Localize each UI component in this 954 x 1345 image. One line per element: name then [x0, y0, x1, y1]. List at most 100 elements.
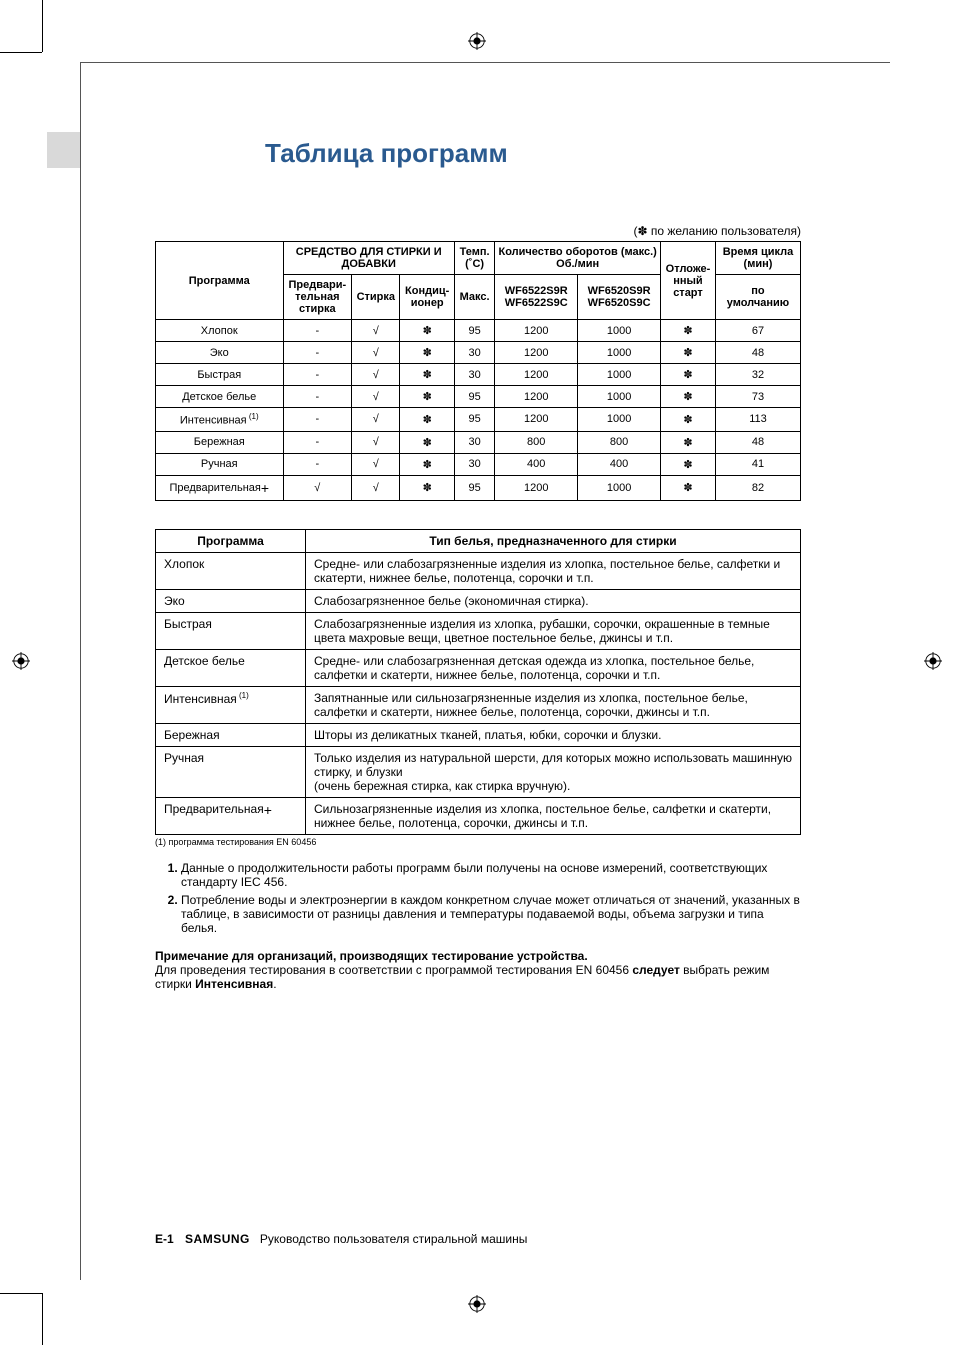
tester-note-heading: Примечание для организаций, производящих…	[155, 949, 588, 963]
cell-program-name: Ручная	[156, 746, 306, 797]
cell-prewash: -	[283, 364, 352, 386]
cell-wash: √	[352, 320, 400, 342]
cell-cycle: 48	[715, 342, 800, 364]
cell-cycle: 67	[715, 320, 800, 342]
cell-wash: √	[352, 386, 400, 408]
cell-cycle: 82	[715, 475, 800, 500]
cell-program-name: Предварительная+	[156, 797, 306, 834]
cell-prewash: -	[283, 453, 352, 475]
side-tab	[47, 132, 80, 168]
table-row: Бережная-√✽30800800✽48	[156, 431, 801, 453]
th-cycle-group: Время цикла (мин)	[715, 242, 800, 275]
th-cycle-sub: по умолчанию	[715, 275, 800, 320]
cell-temp: 30	[454, 453, 494, 475]
tester-note-post: .	[273, 977, 276, 991]
cell-program-name: Детское белье	[156, 386, 284, 408]
brand-name: SAMSUNG	[185, 1232, 250, 1246]
cell-program-name: Бережная	[156, 431, 284, 453]
th-temp: Темп. (˚C)	[454, 242, 494, 275]
cell-program-name: Бережная	[156, 723, 306, 746]
program-table: Программа СРЕДСТВО ДЛЯ СТИРКИ И ДОБАВКИ …	[155, 241, 801, 501]
cell-rpm_b: 1000	[578, 386, 661, 408]
program-table-head: Программа СРЕДСТВО ДЛЯ СТИРКИ И ДОБАВКИ …	[156, 242, 801, 320]
cell-cycle: 41	[715, 453, 800, 475]
th-delay: Отложе­нный старт	[661, 242, 716, 320]
cell-wash: √	[352, 453, 400, 475]
th-type: Тип белья, предназначенного для стирки	[306, 529, 801, 552]
crop-mark	[0, 52, 42, 53]
cell-description: Средне- или слабозагрязненные изделия из…	[306, 552, 801, 589]
cell-delay: ✽	[661, 364, 716, 386]
cell-program-name: Хлопок	[156, 320, 284, 342]
cell-description: Слабозагрязненное белье (экономичная сти…	[306, 589, 801, 612]
cell-rpm_a: 1200	[495, 408, 578, 432]
cell-rpm_a: 800	[495, 431, 578, 453]
cell-temp: 30	[454, 342, 494, 364]
th-model-a: WF6522S9R WF6522S9C	[495, 275, 578, 320]
th-wash: Стирка	[352, 275, 400, 320]
table-row: Эко-√✽3012001000✽48	[156, 342, 801, 364]
cell-program-name: Интенсивная (1)	[156, 408, 284, 432]
cell-prewash: -	[283, 342, 352, 364]
cell-delay: ✽	[661, 431, 716, 453]
th-program-2: Программа	[156, 529, 306, 552]
cell-rpm_b: 400	[578, 453, 661, 475]
th-detergent-group: СРЕДСТВО ДЛЯ СТИРКИ И ДОБАВКИ	[283, 242, 454, 275]
cell-delay: ✽	[661, 386, 716, 408]
th-rpm-group: Количество оборотов (макс.) Об./мин	[495, 242, 661, 275]
footnote-en: (1) программа тестирования EN 60456	[155, 837, 801, 847]
th-prewash: Предвари­тельная стирка	[283, 275, 352, 320]
crop-mark	[42, 0, 43, 52]
cell-temp: 95	[454, 475, 494, 500]
cell-prewash: √	[283, 475, 352, 500]
table-row: Ручная-√✽30400400✽41	[156, 453, 801, 475]
cell-wash: √	[352, 431, 400, 453]
table-row: ЭкоСлабозагрязненное белье (экономичная …	[156, 589, 801, 612]
th-model-b: WF6520S9R WF6520S9C	[578, 275, 661, 320]
cell-wash: √	[352, 342, 400, 364]
cell-prewash: -	[283, 408, 352, 432]
cell-program-name: Хлопок	[156, 552, 306, 589]
page-title: Таблица программ	[265, 138, 801, 169]
cell-wash: √	[352, 364, 400, 386]
registration-mark-left	[12, 652, 30, 670]
cell-cond: ✽	[400, 408, 454, 432]
cell-program-name: Быстрая	[156, 612, 306, 649]
cell-delay: ✽	[661, 453, 716, 475]
cell-rpm_b: 1000	[578, 475, 661, 500]
cell-rpm_b: 1000	[578, 364, 661, 386]
cell-rpm_a: 1200	[495, 475, 578, 500]
cell-cond: ✽	[400, 386, 454, 408]
cell-wash: √	[352, 408, 400, 432]
cell-cycle: 32	[715, 364, 800, 386]
table-row: Интенсивная (1)Запятнанные или сильнозаг…	[156, 686, 801, 723]
table-row: ХлопокСредне- или слабозагрязненные изде…	[156, 552, 801, 589]
th-temp-sub: Макс.	[454, 275, 494, 320]
cell-rpm_a: 1200	[495, 364, 578, 386]
cell-description: Запятнанные или сильнозагрязненные издел…	[306, 686, 801, 723]
table-row: БережнаяШторы из деликатных тканей, плат…	[156, 723, 801, 746]
table-row: Детское бельеСредне- или слабозагрязненн…	[156, 649, 801, 686]
table-row: Быстрая-√✽3012001000✽32	[156, 364, 801, 386]
page-content: Таблица программ (✽ по желанию пользоват…	[155, 138, 801, 991]
cell-delay: ✽	[661, 408, 716, 432]
note-2: Потребление воды и электроэнергии в кажд…	[181, 893, 801, 935]
cell-rpm_a: 1200	[495, 342, 578, 364]
tester-note: Примечание для организаций, производящих…	[155, 949, 801, 991]
cell-rpm_b: 1000	[578, 342, 661, 364]
cell-cond: ✽	[400, 431, 454, 453]
table-row: Интенсивная (1)-√✽9512001000✽113	[156, 408, 801, 432]
cell-prewash: -	[283, 431, 352, 453]
cell-description: Средне- или слабозагрязненная детская од…	[306, 649, 801, 686]
registration-mark-right	[924, 652, 942, 670]
numbered-notes: Данные о продолжительности работы програ…	[155, 861, 801, 935]
cell-description: Только изделия из натуральной шерсти, дл…	[306, 746, 801, 797]
cell-delay: ✽	[661, 342, 716, 364]
cell-rpm_b: 1000	[578, 408, 661, 432]
cell-rpm_a: 1200	[495, 386, 578, 408]
description-table-body: ХлопокСредне- или слабозагрязненные изде…	[156, 552, 801, 834]
cell-delay: ✽	[661, 475, 716, 500]
table-row: Детское белье-√✽9512001000✽73	[156, 386, 801, 408]
cell-cycle: 73	[715, 386, 800, 408]
cell-description: Слабозагрязненные изделия из хлопка, руб…	[306, 612, 801, 649]
